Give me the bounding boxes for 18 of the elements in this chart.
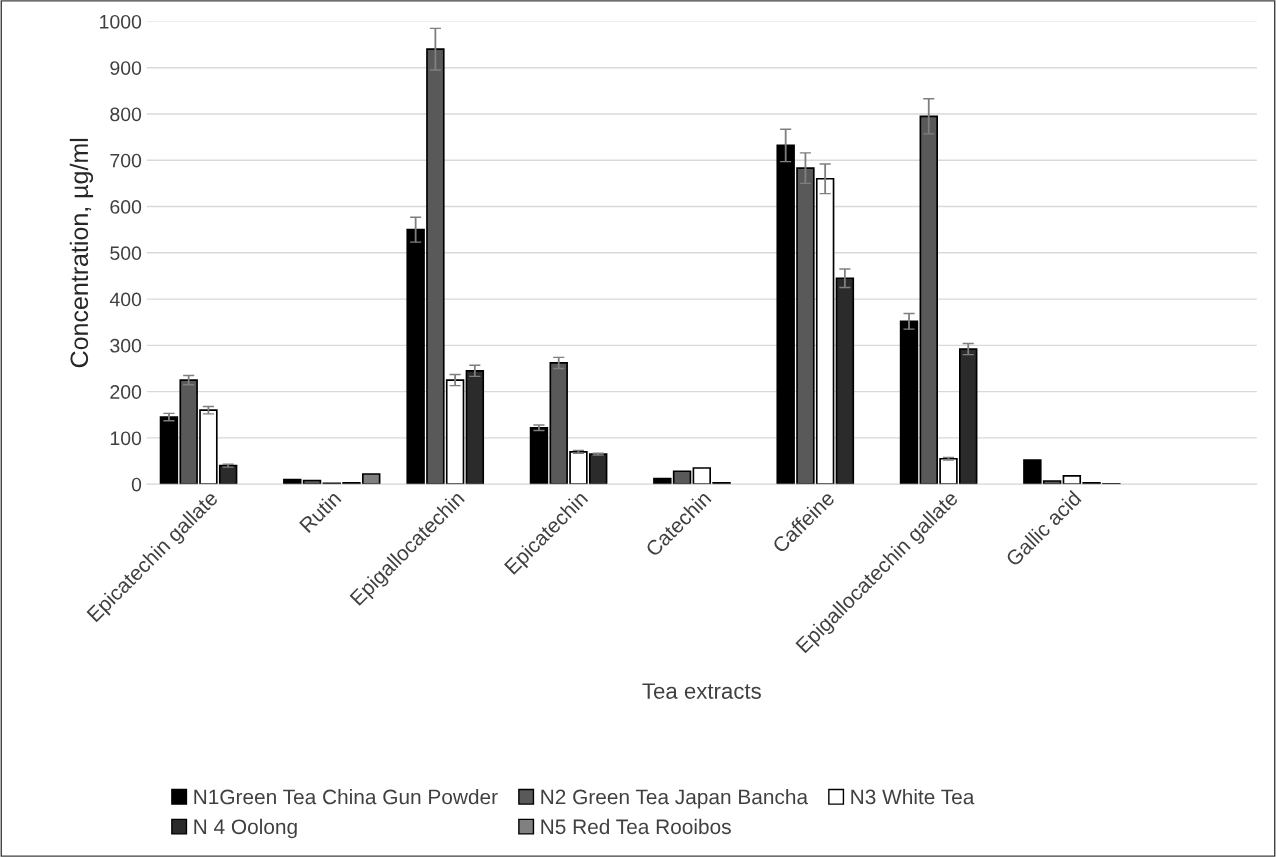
y-tick-label: 600 <box>110 200 142 214</box>
y-tick-label: 700 <box>110 153 142 168</box>
y-tick-label: 900 <box>110 61 142 75</box>
y-tick-label: 400 <box>109 292 142 307</box>
legend-label: N3 White Tea <box>851 788 975 805</box>
y-tick-label: 800 <box>110 107 142 122</box>
legend-label: N 4 Oolong <box>194 818 297 839</box>
legend-label: N5 Red Tea Rooibos <box>541 818 731 835</box>
y-tick-label: 500 <box>110 246 142 261</box>
legend-label: N2 Green Tea Japan Bancha <box>541 788 809 809</box>
y-tick-label: 300 <box>110 338 142 353</box>
y-tick-label: 100 <box>110 431 142 446</box>
y-tick-label: 1000 <box>100 14 142 29</box>
y-axis-title: Concentration, µg/ml <box>69 138 94 368</box>
legend-label: N1Green Tea China Gun Powder <box>194 788 498 805</box>
y-tick-label: 0 <box>131 477 142 492</box>
x-axis-title: Tea extracts <box>642 683 761 699</box>
y-tick-label: 200 <box>110 385 142 399</box>
